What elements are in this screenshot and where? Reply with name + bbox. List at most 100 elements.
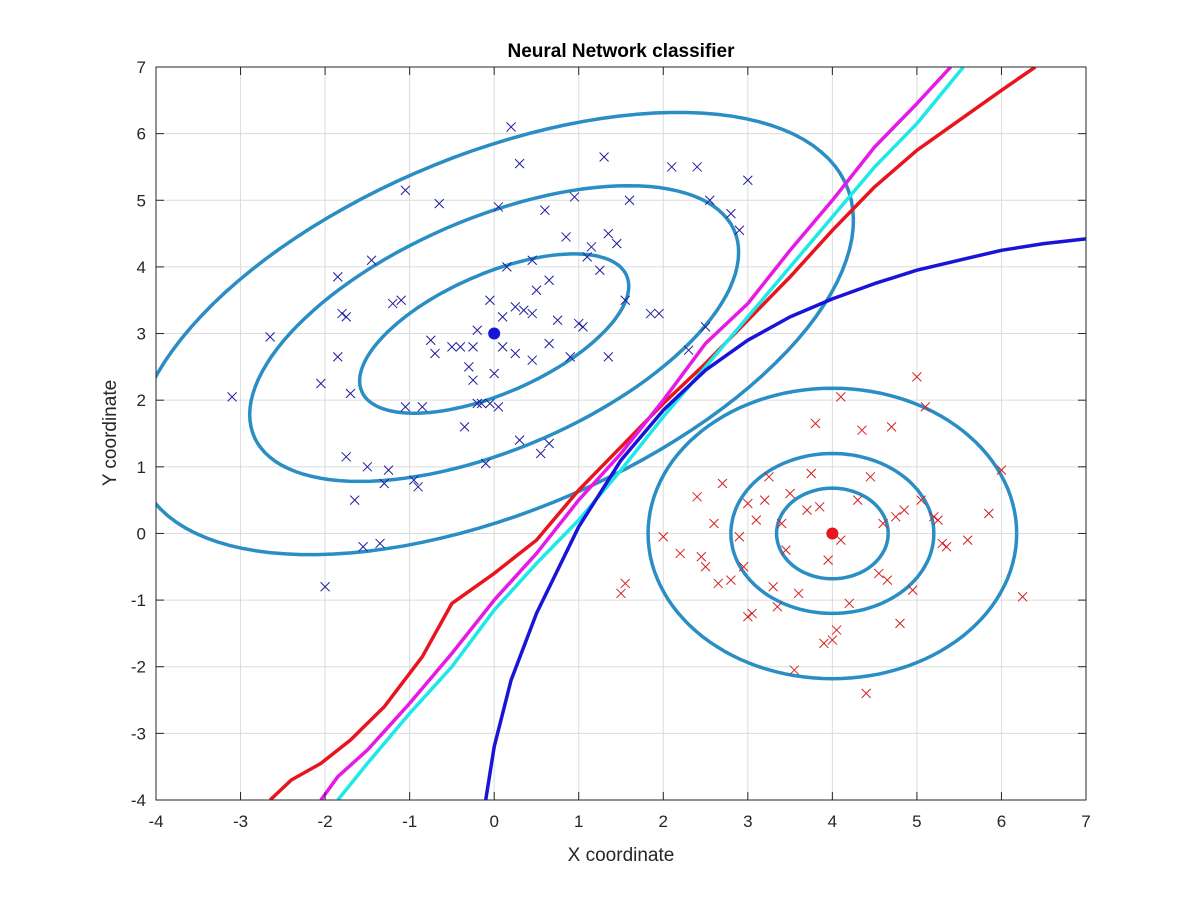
class1-contour (247, 183, 741, 484)
y-tick-label: 2 (137, 391, 146, 410)
class2-point (789, 665, 800, 675)
x-tick-label: 1 (574, 812, 583, 831)
class1-point (527, 355, 538, 366)
class1-point (497, 312, 508, 322)
x-axis-label: X coordinate (568, 845, 675, 866)
class1-point (561, 232, 571, 242)
class2-point (768, 581, 779, 592)
class2-point (819, 638, 829, 649)
class1-point (535, 448, 546, 459)
class1-point (683, 345, 694, 356)
class2-point (823, 555, 833, 565)
class2-point (810, 418, 821, 429)
class2-point (764, 471, 774, 482)
class2-point (895, 618, 905, 629)
x-tick-label: -2 (318, 812, 333, 831)
y-tick-label: -3 (131, 724, 146, 743)
class1-contour (156, 110, 856, 557)
y-tick-label: 1 (137, 458, 146, 477)
y-tick-label: 5 (137, 191, 146, 210)
class2-point (852, 495, 863, 505)
class2-point (620, 578, 631, 589)
class2-point (920, 401, 931, 412)
plot-area (156, 67, 1086, 800)
class1-point (624, 195, 635, 206)
class2-point (937, 538, 948, 549)
class1-point (573, 318, 584, 329)
class2-point (776, 518, 787, 529)
decision-boundaries (268, 67, 1086, 800)
x-tick-label: 0 (489, 812, 498, 831)
class1-point (227, 391, 237, 402)
class1-point (472, 398, 483, 409)
class1-point (434, 198, 445, 209)
class1-point (341, 451, 352, 462)
class1-mean-marker (488, 327, 501, 340)
class1-point (379, 478, 390, 489)
class1-point (463, 362, 474, 372)
class1-point (455, 342, 466, 352)
class2-point (696, 551, 707, 562)
class2-point (827, 635, 838, 645)
class1-point (620, 295, 631, 306)
class1-point (599, 152, 609, 162)
y-tick-label: -2 (131, 658, 146, 677)
class2-point (717, 478, 728, 489)
class1-point (497, 342, 508, 352)
class2-point (933, 515, 943, 525)
class1-point (366, 255, 377, 266)
class1-point (400, 185, 411, 196)
x-tick-label: 4 (828, 812, 837, 831)
class2-point (751, 515, 762, 525)
axes-background (156, 67, 1086, 800)
class1-point (569, 192, 580, 202)
class2-point (785, 488, 795, 499)
x-tick-label: 3 (743, 812, 752, 831)
class1-point (603, 228, 614, 239)
y-tick-label: -1 (131, 591, 146, 610)
x-tick-label: -4 (148, 812, 163, 831)
y-tick-label: 3 (137, 325, 146, 344)
class2-point (890, 511, 901, 522)
class1-point (459, 421, 470, 432)
boundary-blue-line (483, 237, 1086, 800)
class1-contour (357, 252, 631, 415)
class1-point (742, 175, 753, 186)
class1-point (514, 435, 525, 446)
class1-point (349, 495, 360, 505)
class1-point (375, 538, 385, 549)
class2-point (928, 511, 939, 522)
class2-point (738, 561, 749, 572)
class1-point (544, 275, 554, 286)
class1-point (582, 252, 593, 262)
class2-point (857, 425, 867, 436)
class2-point (713, 578, 724, 589)
class1-point (493, 202, 504, 212)
class1-point (425, 335, 436, 346)
class1-point (489, 368, 500, 379)
class1-point (476, 398, 487, 409)
class1-point (506, 122, 516, 132)
class1-point (396, 295, 407, 306)
class1-point (734, 225, 745, 236)
chart-title: Neural Network classifier (507, 41, 735, 62)
class2-point (844, 598, 855, 609)
grid (156, 67, 1086, 800)
class2-contour (774, 486, 890, 581)
class1-point (510, 302, 521, 312)
class1-point (603, 352, 614, 362)
class1-point (413, 481, 423, 492)
class2-point (865, 471, 876, 482)
class2-point (1017, 591, 1028, 602)
class1-point (480, 458, 491, 469)
class2-point (806, 468, 817, 479)
x-tick-label: 5 (912, 812, 921, 831)
class1-point (565, 352, 576, 362)
class2-point (882, 575, 893, 585)
class2-point (616, 588, 626, 599)
class2-point (700, 561, 711, 572)
class2-point (814, 501, 825, 512)
class1-point (485, 295, 495, 306)
class2-point (793, 588, 804, 599)
class1-point (654, 308, 664, 319)
